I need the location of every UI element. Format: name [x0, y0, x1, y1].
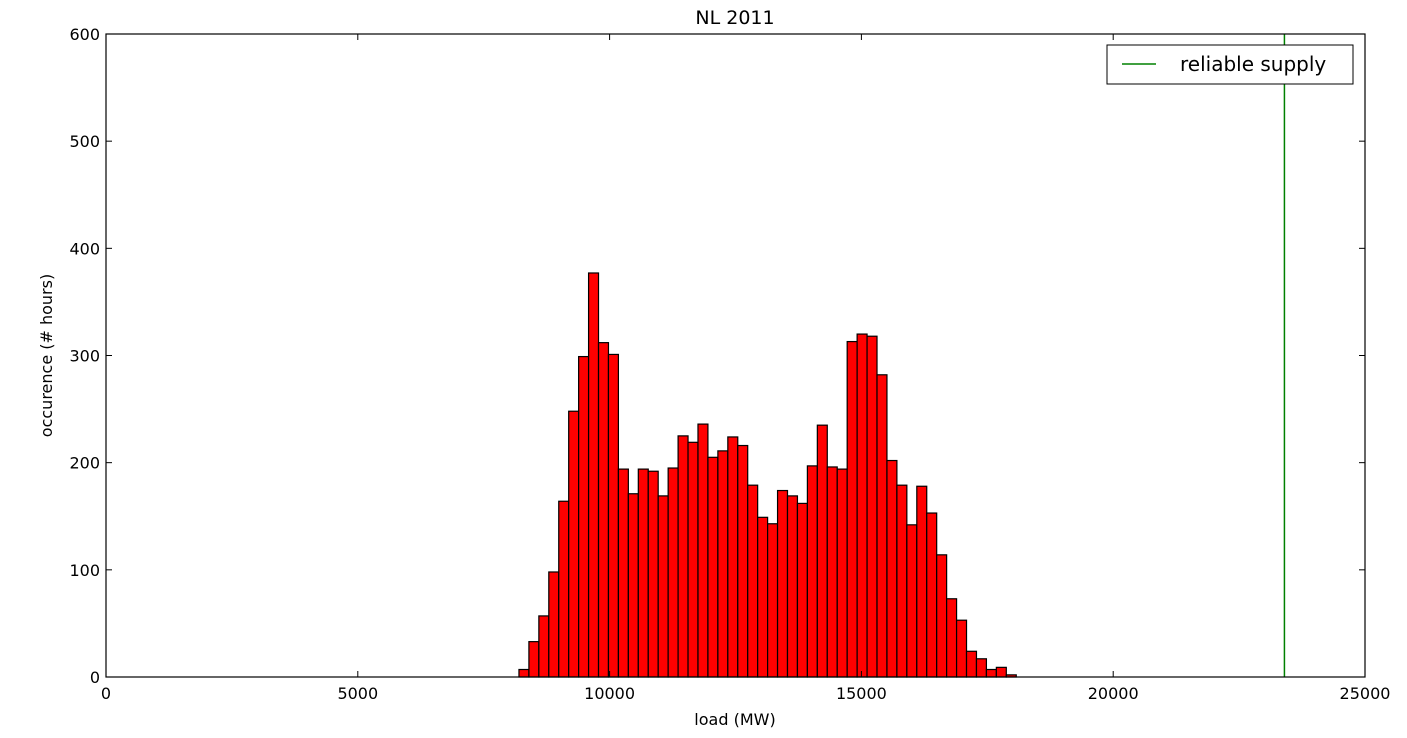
histogram-bar	[528, 641, 540, 678]
histogram-bar	[757, 516, 769, 678]
histogram-bar	[856, 333, 868, 678]
y-tick-label: 200	[69, 454, 100, 473]
histogram-bar	[995, 666, 1007, 678]
y-tick-label: 600	[69, 25, 100, 44]
histogram-bar	[955, 619, 968, 678]
histogram-bar	[568, 410, 580, 678]
ticks-group: 0 5000 10000 15000 20000 25000 0 100 200 300 400 50…	[69, 25, 1390, 703]
histogram-bar	[985, 668, 997, 678]
histogram-bar	[607, 353, 620, 678]
histogram-bar	[657, 495, 669, 678]
histogram-bar	[836, 468, 848, 678]
histogram-bar	[617, 468, 629, 678]
histogram-bar	[906, 524, 918, 678]
legend-label-reliable-supply: reliable supply	[1180, 52, 1326, 76]
histogram-bar	[926, 512, 938, 678]
y-tick-label: 300	[69, 347, 100, 366]
histogram-bar	[737, 444, 749, 678]
histogram-bar	[866, 335, 878, 678]
histogram-bar	[548, 571, 560, 678]
y-axis-label: occurence (# hours)	[37, 274, 56, 437]
histogram-bar	[936, 554, 948, 678]
histogram-bar	[647, 470, 659, 678]
histogram-bar	[538, 615, 550, 678]
histogram-bar	[975, 658, 988, 678]
histogram-bar	[846, 340, 858, 678]
histogram-bar	[677, 435, 689, 678]
histogram-bar	[558, 500, 570, 678]
histogram-bar	[717, 450, 729, 678]
y-tick-label: 0	[90, 668, 100, 687]
histogram-bar	[876, 374, 888, 678]
histogram-bar	[587, 272, 600, 678]
histogram-bar	[886, 459, 898, 678]
histogram-bar	[796, 502, 808, 678]
x-tick-label: 15000	[836, 684, 887, 703]
histogram-bar	[597, 342, 610, 678]
x-tick-label: 10000	[584, 684, 635, 703]
histogram-bar	[697, 423, 709, 678]
histogram-bar	[637, 468, 649, 678]
histogram-bar	[627, 493, 639, 678]
x-axis-label: load (MW)	[694, 710, 775, 729]
y-tick-label: 100	[69, 561, 100, 580]
y-tick-label: 400	[69, 239, 100, 258]
histogram-bar	[687, 441, 699, 678]
chart-title: NL 2011	[695, 7, 774, 29]
histogram-bar	[946, 598, 958, 678]
histogram-bar	[826, 466, 838, 678]
histogram-bar	[786, 495, 799, 678]
histogram-bar	[816, 424, 828, 678]
histogram-bar	[965, 650, 978, 678]
histogram-bar	[707, 456, 719, 678]
histogram-bar	[776, 489, 789, 678]
histogram-bar	[667, 467, 679, 678]
x-tick-label: 5000	[337, 684, 378, 703]
histogram-bar	[578, 355, 590, 678]
x-tick-label: 0	[101, 684, 111, 703]
histogram-bar	[518, 668, 530, 678]
histogram-bar	[806, 465, 818, 678]
histogram-bar	[747, 484, 759, 678]
histogram-bar	[727, 436, 739, 678]
histogram-bar	[916, 485, 928, 678]
x-tick-label: 20000	[1088, 684, 1139, 703]
plot-frame	[105, 33, 1366, 678]
x-tick-label: 25000	[1340, 684, 1391, 703]
y-tick-label: 500	[69, 132, 100, 151]
histogram-bar	[896, 484, 908, 678]
legend: reliable supply	[1106, 44, 1354, 85]
histogram-bar	[767, 523, 779, 678]
